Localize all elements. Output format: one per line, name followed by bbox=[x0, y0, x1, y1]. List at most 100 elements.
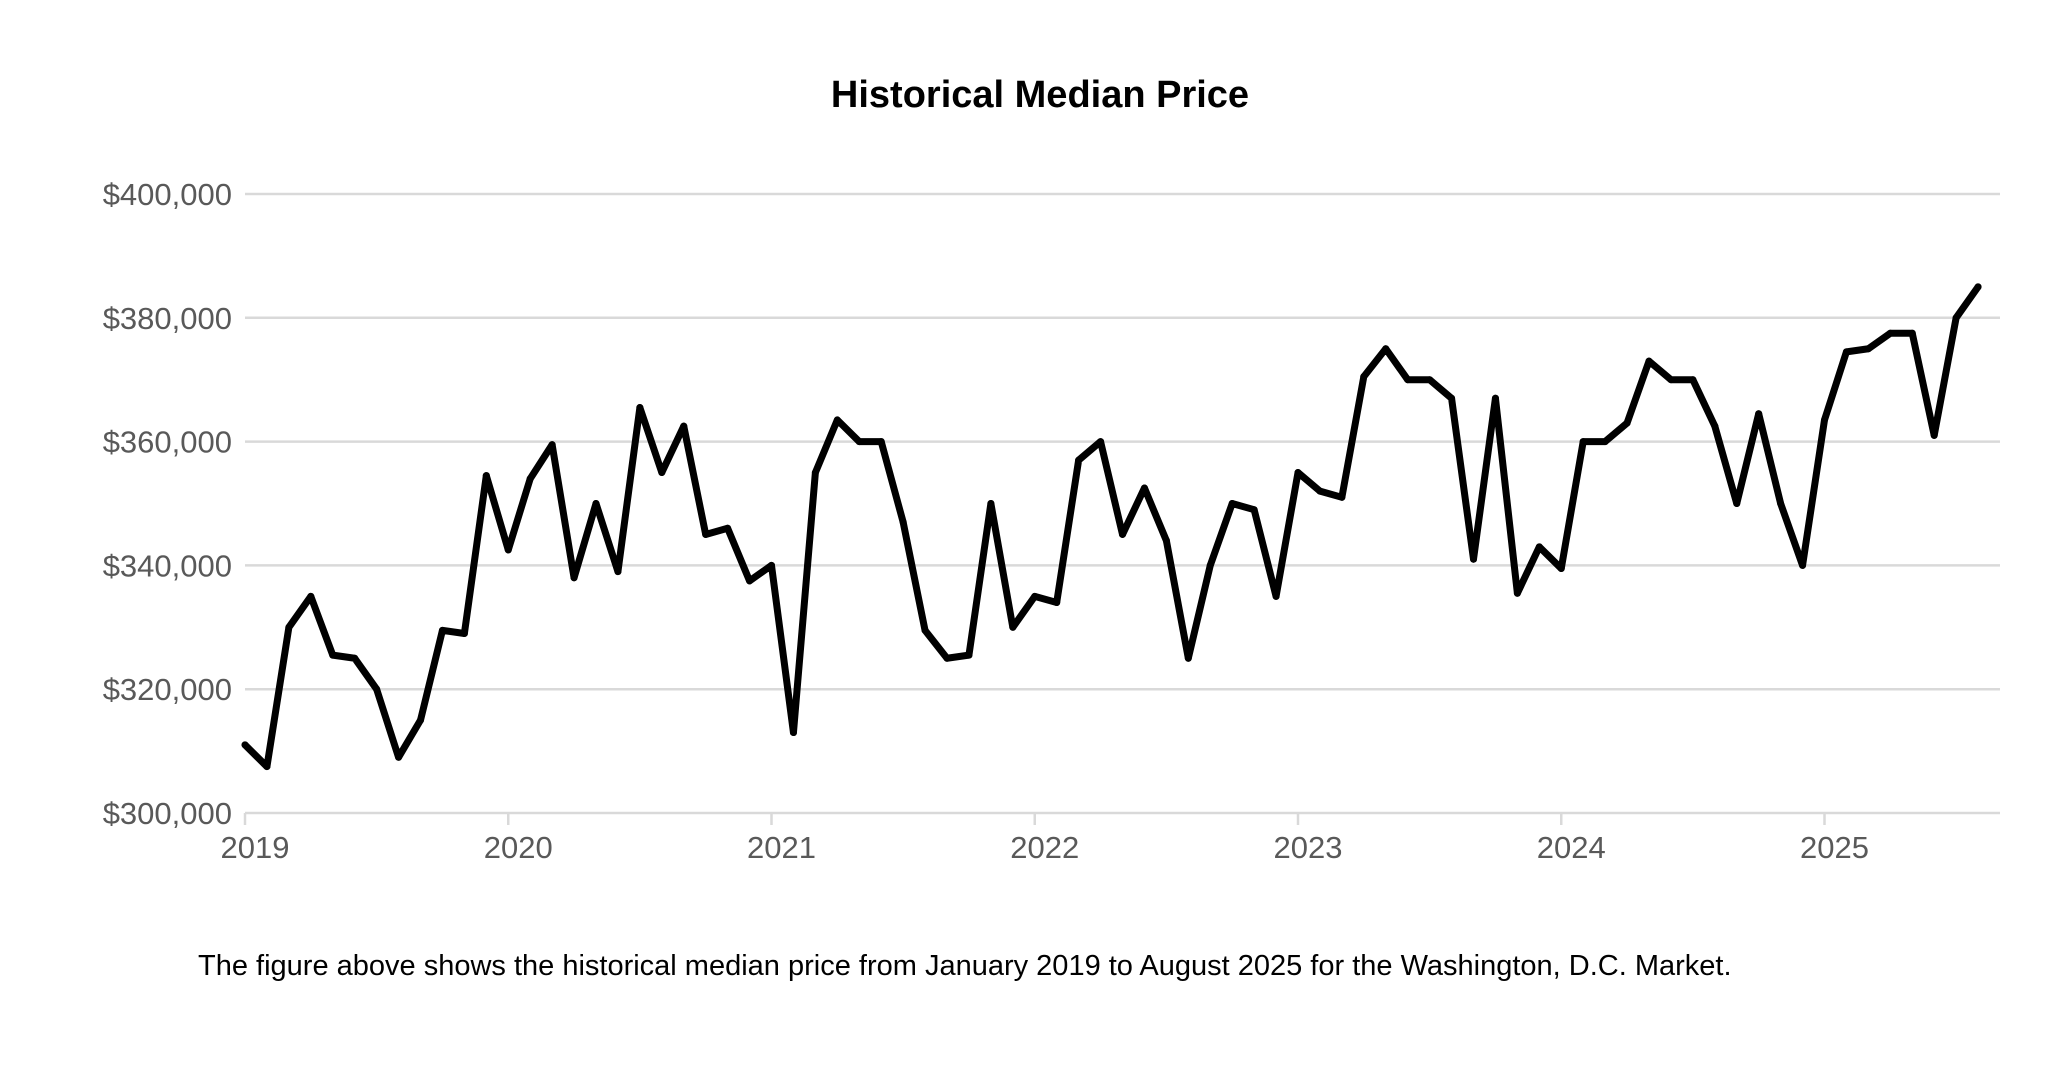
data-point bbox=[1974, 283, 1982, 291]
data-point bbox=[1579, 438, 1587, 446]
data-point bbox=[570, 574, 578, 582]
data-point bbox=[1097, 438, 1105, 446]
data-point bbox=[1733, 500, 1741, 507]
data-point bbox=[1842, 348, 1850, 356]
x-tick-label: 2025 bbox=[1800, 830, 1869, 865]
data-point bbox=[548, 441, 556, 449]
data-point bbox=[1140, 484, 1148, 492]
data-point bbox=[899, 518, 907, 526]
data-point bbox=[373, 685, 381, 693]
data-point bbox=[636, 404, 644, 412]
data-point bbox=[1513, 589, 1521, 597]
x-tick-label: 2020 bbox=[484, 830, 553, 865]
figure-caption: The figure above shows the historical me… bbox=[198, 950, 1732, 982]
data-point bbox=[1404, 376, 1412, 384]
data-point bbox=[1908, 329, 1916, 337]
data-point bbox=[1053, 599, 1061, 607]
data-point bbox=[1009, 623, 1017, 631]
data-point bbox=[329, 651, 337, 659]
x-tick-label: 2022 bbox=[1010, 830, 1079, 865]
data-point bbox=[1250, 506, 1258, 514]
data-point bbox=[746, 577, 754, 585]
data-point bbox=[1470, 555, 1477, 563]
data-point bbox=[965, 651, 973, 659]
x-tick-label: 2019 bbox=[221, 830, 290, 865]
data-point bbox=[1228, 500, 1236, 507]
data-point bbox=[1667, 376, 1675, 384]
data-point bbox=[1755, 410, 1763, 418]
x-axis-tick-labels: 2019 2020 2021 2022 2023 2024 2025 bbox=[221, 813, 1869, 865]
data-point bbox=[592, 500, 600, 507]
data-point bbox=[482, 472, 490, 480]
data-point bbox=[1491, 394, 1499, 402]
data-point bbox=[1557, 564, 1565, 572]
data-point bbox=[1952, 314, 1960, 322]
data-point bbox=[987, 500, 995, 507]
data-point bbox=[702, 530, 710, 538]
data-point bbox=[680, 422, 688, 430]
data-point bbox=[1623, 419, 1631, 427]
data-point bbox=[1689, 376, 1697, 384]
data-point bbox=[768, 561, 775, 569]
data-point bbox=[526, 475, 534, 483]
data-point bbox=[1162, 537, 1170, 545]
data-point bbox=[943, 654, 951, 662]
data-point bbox=[921, 626, 929, 634]
data-point bbox=[833, 416, 841, 424]
data-point bbox=[1075, 456, 1083, 464]
data-point bbox=[1777, 500, 1785, 507]
data-point bbox=[1711, 422, 1719, 430]
data-point bbox=[1448, 394, 1456, 402]
data-point bbox=[395, 753, 403, 761]
data-point bbox=[1799, 561, 1807, 569]
y-tick-label: $300,000 bbox=[103, 796, 232, 831]
data-point bbox=[1426, 376, 1434, 384]
data-point bbox=[307, 592, 315, 600]
series-layer bbox=[241, 283, 1982, 771]
y-tick-label: $360,000 bbox=[103, 425, 232, 460]
data-point bbox=[855, 438, 863, 446]
x-tick-label: 2021 bbox=[747, 830, 816, 865]
data-point bbox=[1316, 487, 1324, 495]
data-point bbox=[1206, 561, 1214, 569]
data-point bbox=[241, 741, 249, 749]
data-point bbox=[724, 524, 732, 532]
data-point bbox=[1184, 654, 1192, 662]
chart-title: Historical Median Price bbox=[831, 74, 1249, 116]
data-point bbox=[1119, 530, 1126, 538]
data-point bbox=[1535, 543, 1543, 551]
data-point bbox=[285, 623, 293, 631]
x-tick-label: 2024 bbox=[1537, 830, 1606, 865]
y-tick-label: $400,000 bbox=[103, 177, 232, 212]
data-point bbox=[811, 469, 819, 477]
y-tick-label: $380,000 bbox=[103, 301, 232, 336]
data-point bbox=[351, 654, 359, 662]
gridlines bbox=[245, 192, 2000, 691]
data-point bbox=[877, 438, 885, 446]
data-point bbox=[438, 626, 446, 634]
data-point bbox=[1294, 469, 1302, 477]
y-tick-label: $340,000 bbox=[103, 548, 232, 583]
data-point bbox=[460, 629, 468, 637]
data-point bbox=[1031, 592, 1039, 600]
data-point bbox=[1821, 416, 1828, 424]
data-point bbox=[1930, 431, 1938, 439]
data-point bbox=[658, 469, 666, 477]
data-point bbox=[504, 546, 512, 554]
data-point bbox=[1645, 357, 1653, 365]
x-tick-label: 2023 bbox=[1274, 830, 1343, 865]
median-price-line bbox=[241, 283, 1982, 771]
data-point bbox=[1864, 345, 1872, 353]
data-point bbox=[1338, 493, 1346, 501]
data-point bbox=[417, 716, 424, 724]
data-point bbox=[789, 729, 797, 737]
data-point bbox=[1272, 592, 1280, 600]
y-tick-label: $320,000 bbox=[103, 672, 232, 707]
y-axis-tick-labels: $300,000 $320,000 $340,000 $360,000 $380,000… bbox=[103, 177, 232, 831]
data-point bbox=[1360, 373, 1368, 381]
data-point bbox=[1886, 329, 1894, 337]
data-point bbox=[1601, 438, 1609, 446]
data-point bbox=[614, 568, 622, 576]
data-point bbox=[263, 763, 271, 771]
